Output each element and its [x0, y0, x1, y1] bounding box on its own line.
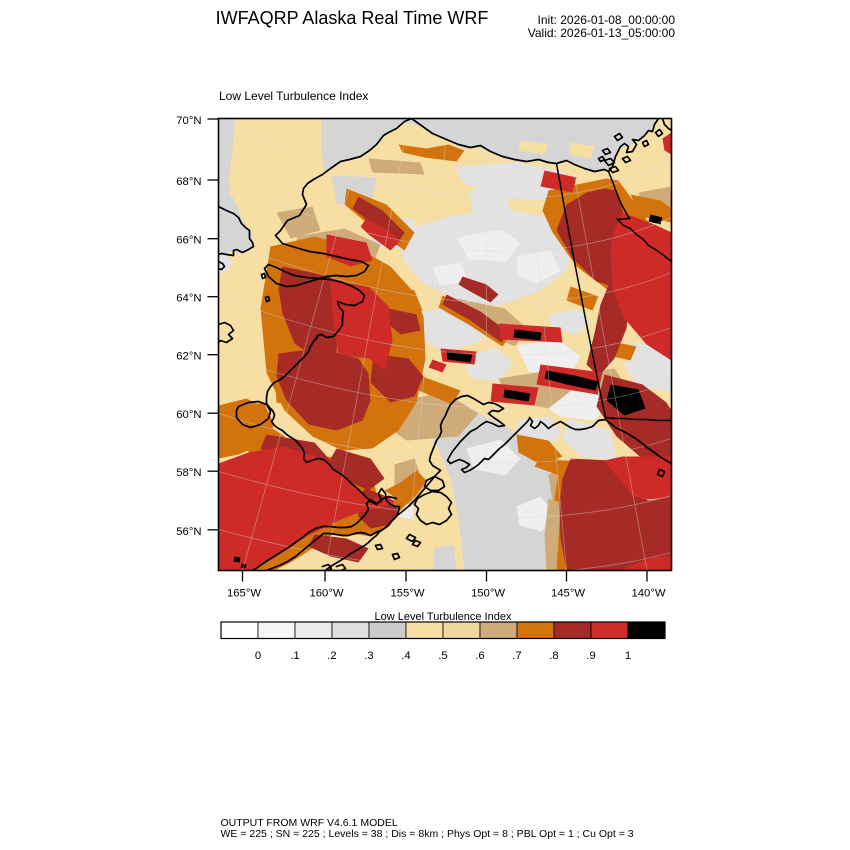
svg-text:1: 1 [625, 650, 631, 662]
svg-text:160°W: 160°W [309, 588, 343, 600]
svg-text:.7: .7 [512, 650, 521, 662]
svg-text:.4: .4 [401, 650, 410, 662]
svg-text:68°N: 68°N [176, 176, 201, 188]
svg-text:Low Level Turbulence Index: Low Level Turbulence Index [375, 611, 512, 623]
svg-text:60°N: 60°N [176, 409, 201, 421]
svg-text:.5: .5 [438, 650, 447, 662]
svg-text:140°W: 140°W [631, 588, 665, 600]
svg-text:150°W: 150°W [471, 588, 505, 600]
svg-text:70°N: 70°N [176, 115, 201, 127]
svg-text:.2: .2 [327, 650, 336, 662]
svg-text:66°N: 66°N [176, 235, 201, 247]
svg-text:.1: .1 [290, 650, 299, 662]
svg-text:0: 0 [255, 650, 261, 662]
svg-text:64°N: 64°N [176, 293, 201, 305]
svg-text:62°N: 62°N [176, 351, 201, 363]
svg-text:.6: .6 [475, 650, 484, 662]
svg-text:56°N: 56°N [176, 526, 201, 538]
svg-text:145°W: 145°W [551, 588, 585, 600]
svg-text:155°W: 155°W [390, 588, 424, 600]
svg-text:165°W: 165°W [227, 588, 261, 600]
svg-text:.8: .8 [549, 650, 558, 662]
svg-text:.9: .9 [586, 650, 595, 662]
svg-text:.3: .3 [364, 650, 373, 662]
svg-text:58°N: 58°N [176, 467, 201, 479]
